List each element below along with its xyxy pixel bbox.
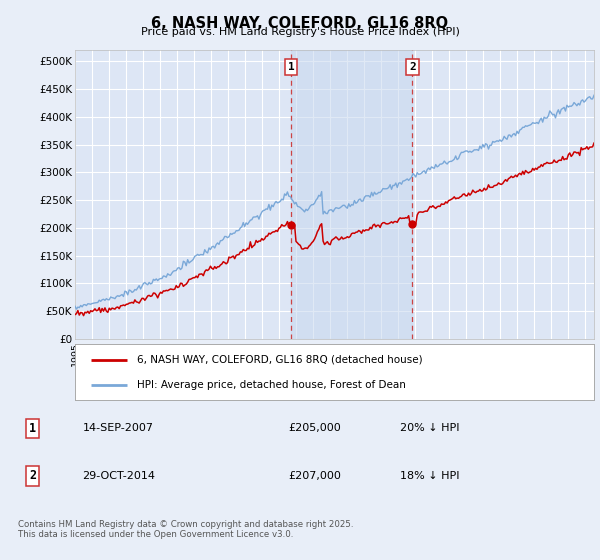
Text: 2: 2 [409, 62, 416, 72]
Bar [291, 50, 412, 339]
Text: Contains HM Land Registry data © Crown copyright and database right 2025.
This d: Contains HM Land Registry data © Crown c… [18, 520, 353, 539]
Text: 1: 1 [29, 422, 36, 435]
Text: 6, NASH WAY, COLEFORD, GL16 8RQ: 6, NASH WAY, COLEFORD, GL16 8RQ [151, 16, 449, 31]
Text: 18% ↓ HPI: 18% ↓ HPI [400, 471, 460, 481]
Text: Price paid vs. HM Land Registry's House Price Index (HPI): Price paid vs. HM Land Registry's House … [140, 27, 460, 37]
Text: 6, NASH WAY, COLEFORD, GL16 8RQ (detached house): 6, NASH WAY, COLEFORD, GL16 8RQ (detache… [137, 354, 423, 365]
Text: £207,000: £207,000 [288, 471, 341, 481]
Text: 2: 2 [29, 469, 36, 482]
Text: £205,000: £205,000 [288, 423, 341, 433]
Text: HPI: Average price, detached house, Forest of Dean: HPI: Average price, detached house, Fore… [137, 380, 406, 390]
Text: 20% ↓ HPI: 20% ↓ HPI [400, 423, 460, 433]
Text: 29-OCT-2014: 29-OCT-2014 [82, 471, 155, 481]
Text: 1: 1 [288, 62, 295, 72]
Text: 14-SEP-2007: 14-SEP-2007 [82, 423, 154, 433]
